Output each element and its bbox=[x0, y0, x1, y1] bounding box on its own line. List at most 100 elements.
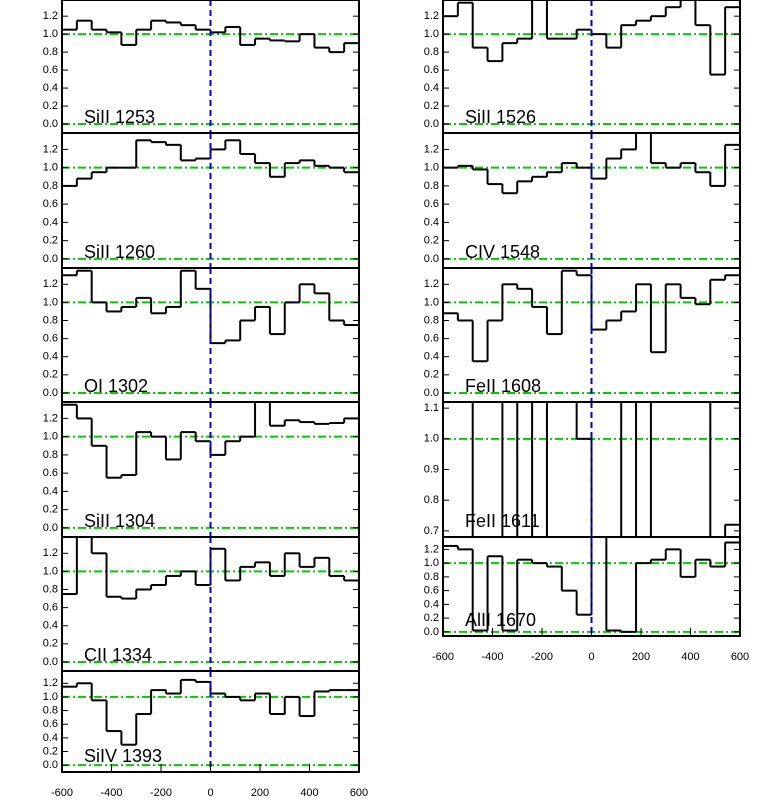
y-tick-label: 0.8 bbox=[424, 314, 439, 326]
y-tick-label: 0.2 bbox=[43, 504, 58, 516]
panel-label: CII 1334 bbox=[84, 645, 152, 665]
y-tick-label: 0.0 bbox=[43, 387, 58, 399]
panel-label: FeII 1608 bbox=[465, 376, 541, 396]
x-tick-label: -600 bbox=[51, 787, 73, 799]
y-tick-label: 1.0 bbox=[424, 28, 439, 40]
y-tick-label: 0.2 bbox=[424, 612, 439, 624]
panel-label: OI 1302 bbox=[84, 376, 148, 396]
y-tick-label: 0.6 bbox=[43, 333, 58, 345]
x-tick-label: -200 bbox=[531, 651, 553, 663]
y-tick-label: 0.8 bbox=[43, 46, 58, 58]
panel-label: SiII 1253 bbox=[84, 107, 155, 127]
x-tick-label: -400 bbox=[100, 787, 122, 799]
panel-label: AlII 1670 bbox=[465, 610, 536, 630]
y-tick-label: 0.0 bbox=[43, 759, 58, 771]
y-tick-label: 0.8 bbox=[424, 494, 439, 506]
y-tick-label: 0.4 bbox=[43, 620, 58, 632]
y-tick-label: 0.0 bbox=[424, 118, 439, 130]
x-tick-label: 600 bbox=[350, 787, 368, 799]
y-tick-label: 0.0 bbox=[43, 522, 58, 534]
y-tick-label: 0.0 bbox=[43, 253, 58, 265]
y-tick-label: 1.2 bbox=[43, 278, 58, 290]
y-tick-label: 1.2 bbox=[424, 543, 439, 555]
panel bbox=[443, 402, 740, 537]
panel bbox=[62, 537, 359, 671]
y-tick-label: 0.6 bbox=[424, 333, 439, 345]
panel-label: CIV 1548 bbox=[465, 242, 540, 262]
y-tick-label: 1.2 bbox=[424, 10, 439, 22]
y-tick-label: 1.2 bbox=[424, 278, 439, 290]
x-tick-label: -400 bbox=[481, 651, 503, 663]
panel bbox=[443, 0, 740, 133]
x-tick-label: 0 bbox=[588, 651, 594, 663]
y-tick-label: 0.2 bbox=[424, 235, 439, 247]
panel bbox=[62, 133, 359, 268]
x-tick-label: -200 bbox=[150, 787, 172, 799]
y-tick-label: 0.2 bbox=[43, 100, 58, 112]
panel-label: SiIV 1393 bbox=[84, 746, 162, 766]
y-tick-label: 0.8 bbox=[424, 571, 439, 583]
y-tick-label: 0.7 bbox=[424, 525, 439, 537]
y-tick-label: 1.2 bbox=[43, 412, 58, 424]
y-tick-label: 0.8 bbox=[43, 180, 58, 192]
y-tick-label: 0.6 bbox=[43, 718, 58, 730]
x-tick-label: 200 bbox=[251, 787, 269, 799]
y-tick-label: 1.0 bbox=[424, 162, 439, 174]
y-tick-label: 0.2 bbox=[43, 369, 58, 381]
y-tick-label: 0.4 bbox=[43, 216, 58, 228]
y-tick-label: 0.0 bbox=[424, 387, 439, 399]
y-tick-label: 0.0 bbox=[424, 253, 439, 265]
y-tick-label: 0.4 bbox=[424, 598, 439, 610]
y-tick-label: 1.2 bbox=[43, 677, 58, 689]
y-tick-label: 0.8 bbox=[43, 314, 58, 326]
y-tick-label: 0.2 bbox=[43, 235, 58, 247]
y-tick-label: 0.0 bbox=[43, 656, 58, 668]
x-tick-label: 0 bbox=[207, 787, 213, 799]
panel bbox=[62, 402, 359, 537]
y-tick-label: 0.6 bbox=[43, 198, 58, 210]
y-tick-label: 1.0 bbox=[43, 431, 58, 443]
y-tick-label: 0.4 bbox=[43, 82, 58, 94]
x-tick-label: 400 bbox=[300, 787, 318, 799]
y-tick-label: 0.2 bbox=[43, 638, 58, 650]
y-tick-label: 0.8 bbox=[43, 449, 58, 461]
y-tick-label: 0.4 bbox=[424, 351, 439, 363]
y-tick-label: 0.6 bbox=[424, 585, 439, 597]
y-tick-label: 0.0 bbox=[43, 118, 58, 130]
y-tick-label: 0.4 bbox=[424, 82, 439, 94]
panel bbox=[62, 268, 359, 402]
y-tick-label: 1.0 bbox=[43, 691, 58, 703]
y-tick-label: 1.0 bbox=[424, 433, 439, 445]
y-tick-label: 0.6 bbox=[43, 602, 58, 614]
panel bbox=[443, 268, 740, 402]
y-tick-label: 0.6 bbox=[43, 64, 58, 76]
y-tick-label: 0.4 bbox=[43, 351, 58, 363]
panel bbox=[62, 0, 359, 133]
y-tick-label: 0.8 bbox=[43, 704, 58, 716]
y-tick-label: 0.2 bbox=[424, 369, 439, 381]
y-tick-label: 1.0 bbox=[43, 565, 58, 577]
x-tick-label: 400 bbox=[681, 651, 699, 663]
y-tick-label: 1.1 bbox=[424, 402, 439, 414]
y-tick-label: 0.8 bbox=[424, 46, 439, 58]
y-tick-label: 0.6 bbox=[424, 198, 439, 210]
y-tick-label: 1.0 bbox=[424, 296, 439, 308]
y-tick-label: 0.9 bbox=[424, 463, 439, 475]
y-tick-label: 0.4 bbox=[43, 732, 58, 744]
y-tick-label: 1.0 bbox=[43, 162, 58, 174]
panel bbox=[443, 133, 740, 268]
y-tick-label: 0.8 bbox=[424, 180, 439, 192]
y-tick-label: 0.0 bbox=[424, 626, 439, 638]
panel-label: SiII 1260 bbox=[84, 242, 155, 262]
y-tick-label: 0.4 bbox=[43, 485, 58, 497]
x-tick-label: 200 bbox=[632, 651, 650, 663]
y-tick-label: 0.8 bbox=[43, 583, 58, 595]
y-tick-label: 1.0 bbox=[43, 296, 58, 308]
panel-label: SiII 1526 bbox=[465, 107, 536, 127]
y-tick-label: 1.2 bbox=[43, 547, 58, 559]
panel-label: SiII 1304 bbox=[84, 511, 155, 531]
y-tick-label: 0.6 bbox=[43, 467, 58, 479]
y-tick-label: 0.6 bbox=[424, 64, 439, 76]
x-tick-label: -600 bbox=[432, 651, 454, 663]
